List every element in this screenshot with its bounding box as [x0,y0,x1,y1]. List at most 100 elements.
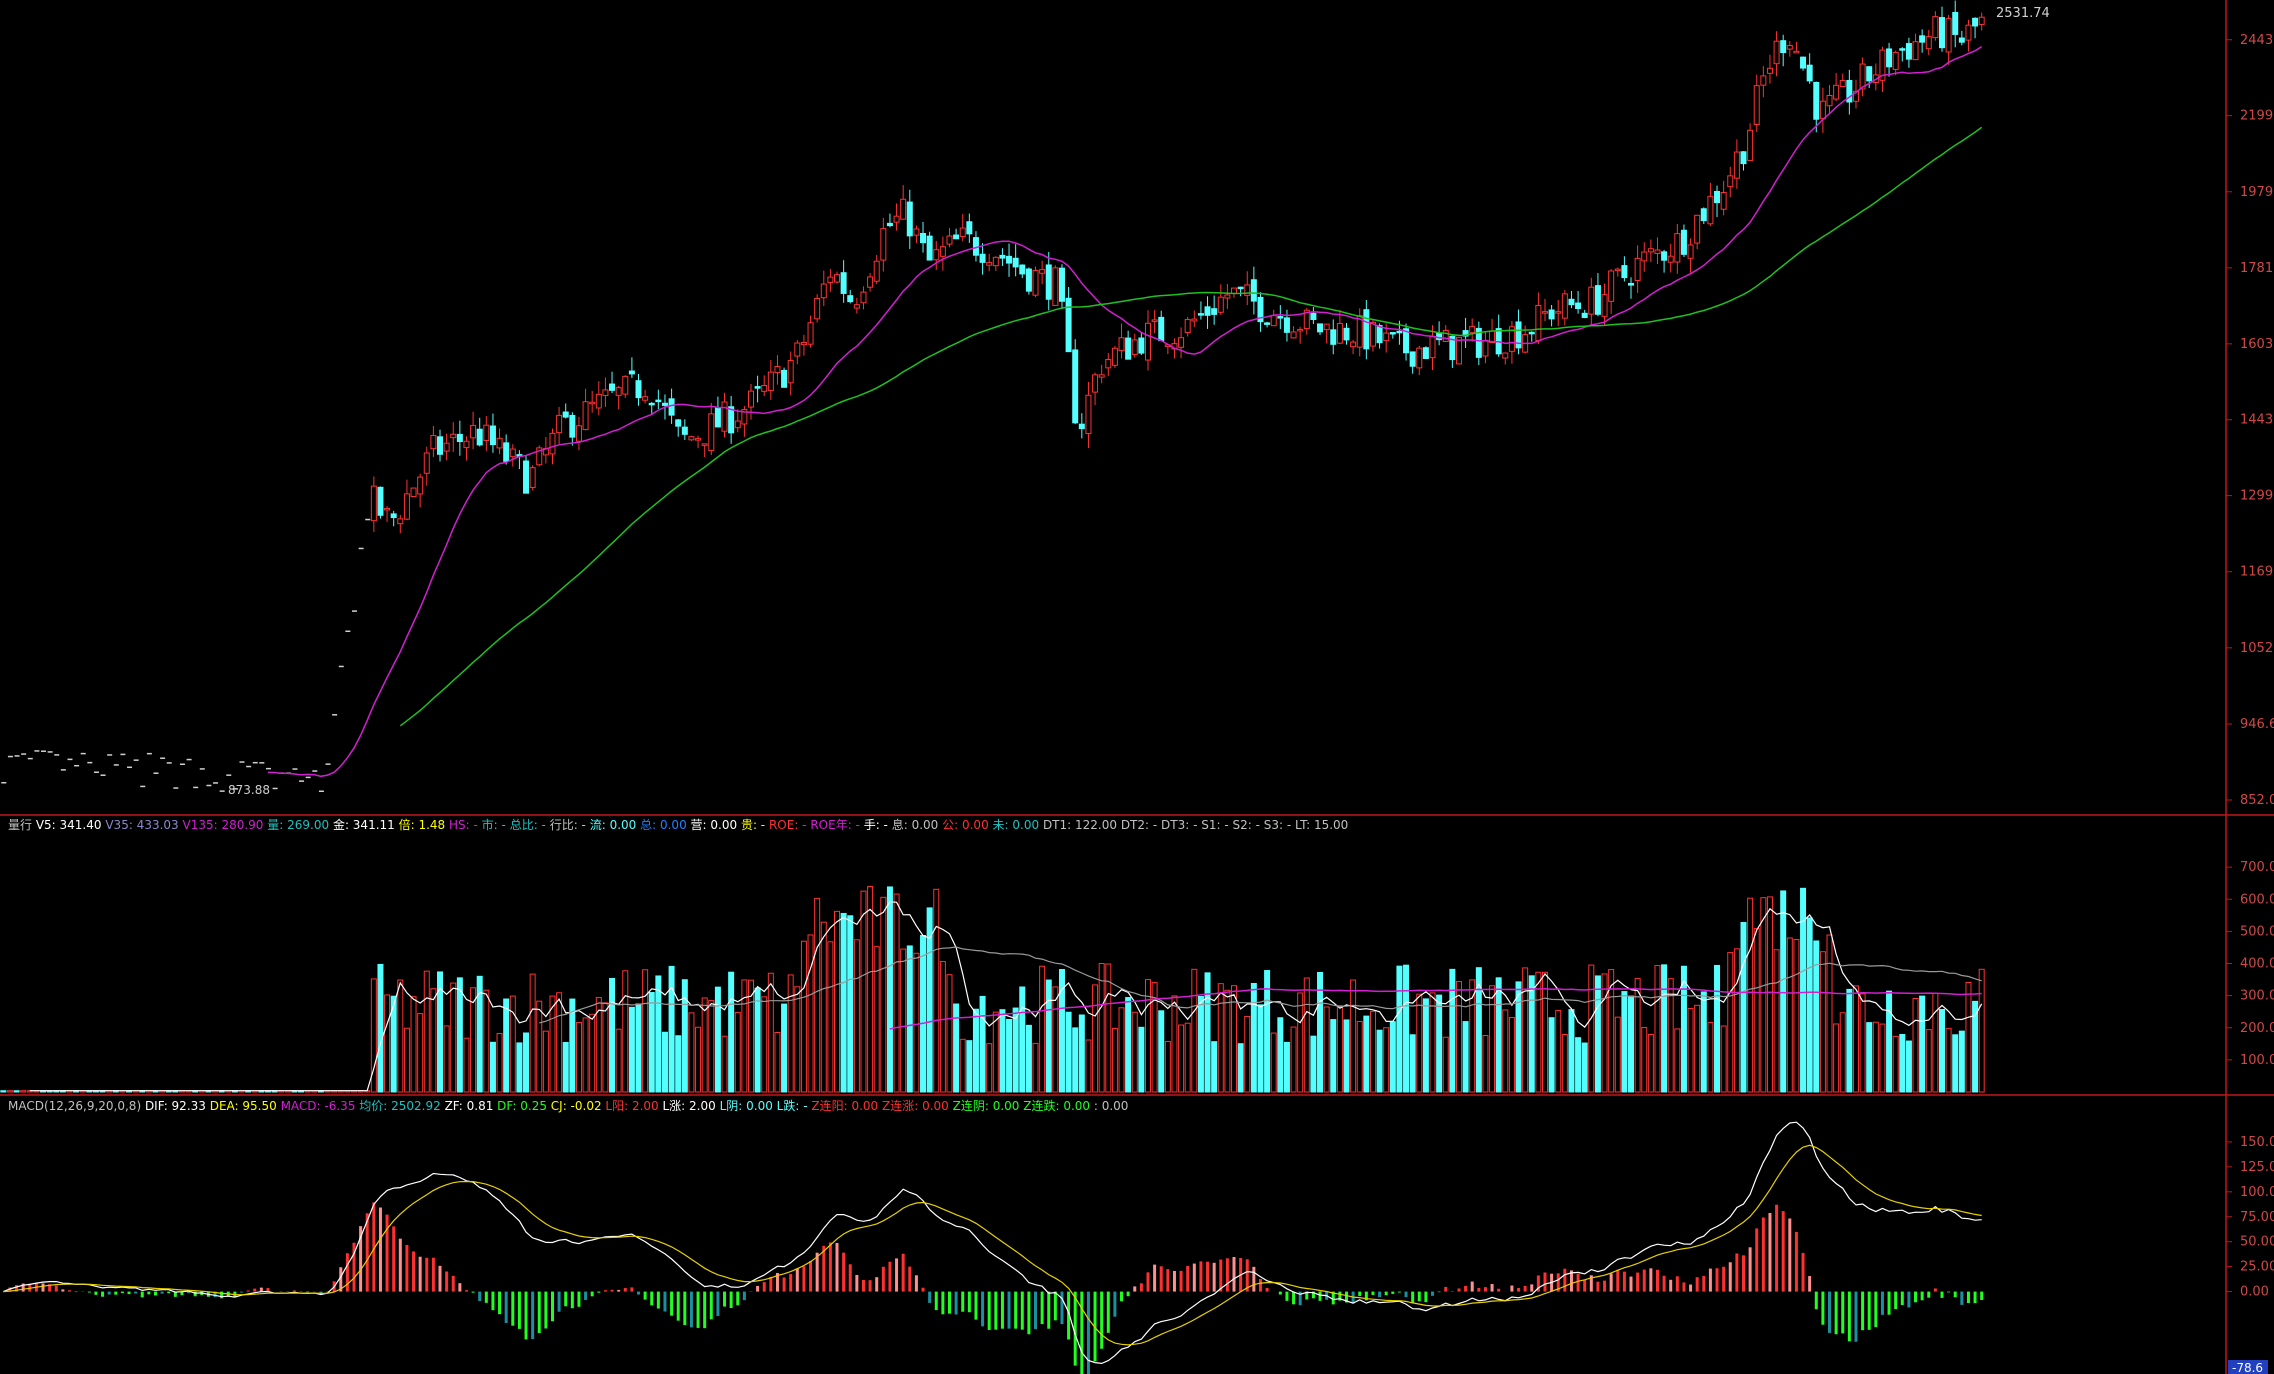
candle-up [1336,322,1343,344]
volume-bar [1403,964,1410,1093]
candle-up [880,228,887,261]
candle-up [602,389,609,396]
volume-bar [675,1035,682,1093]
indicator-value: LT: 15.00 [1295,818,1348,832]
volume-bar [1667,978,1674,1093]
candle-up [1601,294,1608,317]
candle-up [1290,331,1297,339]
candle-up [1747,129,1754,161]
candle-down [1264,322,1271,325]
volume-bar [589,1013,596,1093]
candle-down [1045,264,1052,300]
volume-bar [549,995,556,1093]
candle-down [1515,321,1522,349]
macd-bottom-label-box [2228,1360,2268,1374]
volume-bar [1092,984,1099,1093]
volume-bar [529,973,536,1093]
high-price-label: 2531.74 [1996,6,2050,21]
candle-up [1131,339,1138,356]
volume-bar [688,1012,695,1093]
candle-down [1138,337,1145,354]
volume-bar [1581,1042,1588,1093]
volume-bar [807,934,814,1093]
volume-bar [734,1011,741,1093]
candle-up [1118,337,1125,352]
volume-bar [403,1027,410,1093]
indicator-value: MACD: -6.35 [281,1099,360,1113]
volume-bar [1528,975,1535,1093]
volume-bar [1429,992,1436,1093]
volume-bar [1707,1021,1714,1093]
indicator-value: HS: - [449,818,482,832]
candle-up [1350,341,1357,348]
volume-bar [1747,897,1754,1093]
candle-down [1277,316,1284,319]
volume-indicator-header: 量行 V5: 341.40 V35: 433.03 V135: 280.90 量… [8,817,1348,832]
candle-up [496,437,503,449]
volume-bar [417,1013,424,1093]
candle-up [642,396,649,401]
volume-bar [827,941,834,1093]
candle-down [1886,48,1893,68]
price-tick-label: 2443 [2240,33,2273,48]
volume-bar [880,896,887,1093]
indicator-value: DEA: 95.50 [210,1099,281,1113]
candle-up [1032,269,1039,296]
candle-up [1369,321,1376,347]
indicator-value: Z连跌: 0.00 [1023,1098,1094,1113]
candle-up [1912,41,1919,61]
volume-bar [1310,1035,1317,1093]
candle-up [430,434,437,450]
volume-bar [926,907,933,1093]
candle-down [926,235,933,261]
volume-bar [503,998,510,1093]
candle-up [893,215,900,223]
candle-down [1363,309,1370,350]
volume-bar [615,1028,622,1093]
volume-bar [1078,1014,1085,1093]
candle-up [721,401,728,432]
volume-bar [1131,1011,1138,1093]
volume-bar [430,988,437,1093]
candle-up [1151,319,1158,322]
candle-up [622,375,629,395]
volume-bar [1449,968,1456,1093]
candle-up [1932,16,1939,39]
candle-up [1694,214,1701,244]
volume-bar [1952,1034,1959,1093]
candle-down [999,254,1006,259]
indicator-value: L阳: 2.00 [605,1099,662,1113]
candle-up [986,262,993,266]
candle-up [1733,151,1740,179]
indicator-value: ROE年: - [810,818,863,832]
candle-up [1826,94,1833,107]
volume-bar [661,1031,668,1093]
volume-bar [900,948,907,1093]
candle-up [1608,270,1615,302]
candle-down [847,295,854,303]
volume-bar [1422,998,1429,1093]
candle-down [562,411,569,418]
candle-down [1436,332,1443,341]
volume-bar [1780,890,1787,1093]
candle-down [1528,331,1535,335]
volume-bar [1350,979,1357,1093]
volume-bar [1634,978,1641,1093]
volume-bar [1654,965,1661,1093]
candle-down [1072,349,1079,424]
candle-up [1879,49,1886,81]
indicator-value: 量: 269.00 [267,818,333,832]
candle-down [675,419,682,427]
candle-down [1330,329,1337,345]
volume-bar [1396,965,1403,1093]
volume-bar [410,996,417,1093]
candle-down [1019,264,1026,275]
candle-up [734,420,741,429]
volume-bar [1138,1026,1145,1093]
candle-down [1462,330,1469,337]
candle-down [390,513,397,519]
volume-bar [1806,917,1813,1093]
volume-bar [1541,971,1548,1093]
volume-tick-label: 700.0 [2240,860,2274,875]
volume-bar [933,888,940,1093]
